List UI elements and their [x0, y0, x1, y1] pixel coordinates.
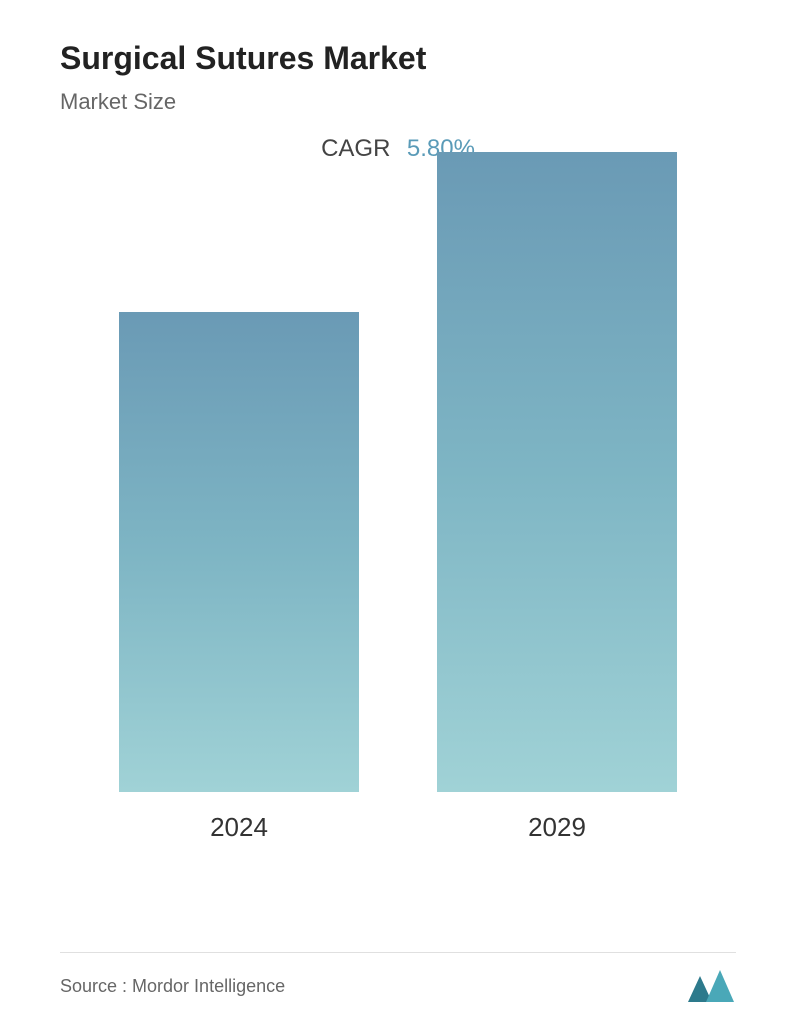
bar-label-2024: 2024: [210, 812, 268, 843]
source-text: Source : Mordor Intelligence: [60, 976, 285, 997]
footer: Source : Mordor Intelligence: [60, 952, 736, 1004]
bar-2029: [437, 152, 677, 792]
bar-2024: [119, 312, 359, 792]
bar-chart: 2024 2029: [60, 203, 736, 843]
bar-wrap-2029: 2029: [437, 152, 677, 843]
cagr-label: CAGR: [321, 135, 390, 162]
bar-label-2029: 2029: [528, 812, 586, 843]
page-subtitle: Market Size: [60, 89, 736, 115]
brand-logo-icon: [686, 968, 736, 1004]
bar-wrap-2024: 2024: [119, 312, 359, 843]
page-title: Surgical Sutures Market: [60, 40, 736, 77]
